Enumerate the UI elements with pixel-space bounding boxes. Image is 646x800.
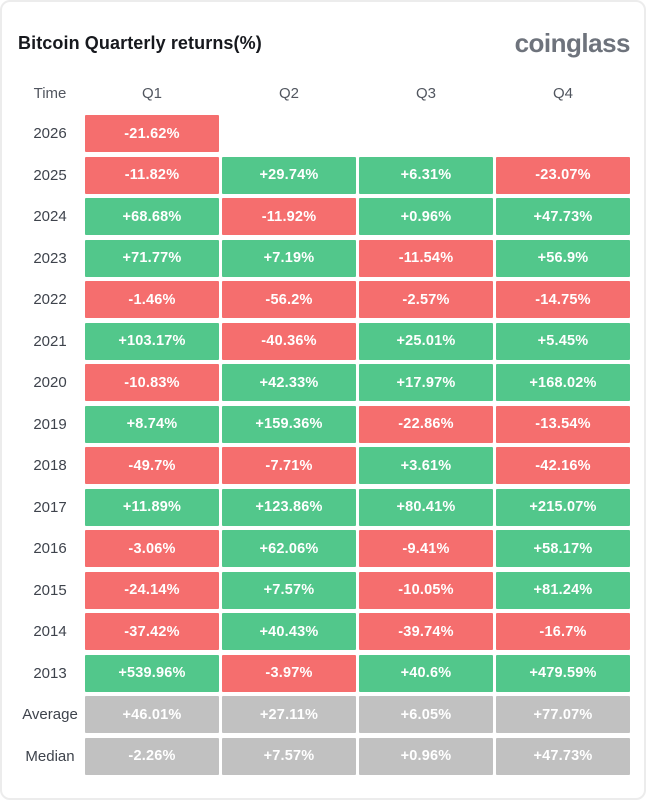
row-label: 2017 — [33, 498, 67, 516]
return-cell: +47.73% — [496, 198, 630, 235]
return-cell: -22.86% — [359, 405, 493, 443]
return-cell: -49.7% — [85, 447, 219, 484]
row-label: 2024 — [33, 208, 67, 225]
return-cell: -11.92% — [222, 198, 356, 235]
row-label: 2020 — [33, 374, 67, 391]
card-header: Bitcoin Quarterly returns(%) coinglass — [2, 2, 644, 59]
return-cell: +56.9% — [496, 239, 630, 277]
return-cell: +6.31% — [359, 156, 493, 194]
return-cell: -11.54% — [359, 239, 493, 277]
return-cell: +62.06% — [222, 530, 356, 567]
return-cell: -2.26% — [85, 737, 219, 775]
row-label: 2015 — [33, 581, 67, 599]
return-cell: +68.68% — [85, 198, 219, 235]
return-cell: -1.46% — [85, 281, 219, 318]
return-cell: -39.74% — [359, 613, 493, 650]
return-cell: -23.07% — [496, 156, 630, 194]
row-label: Median — [25, 747, 75, 765]
return-cell: +7.57% — [222, 571, 356, 609]
return-cell: +5.45% — [496, 322, 630, 360]
column-header-q1: Q1 — [141, 85, 162, 102]
return-cell: +6.05% — [359, 696, 493, 733]
row-label: 2022 — [33, 291, 67, 308]
return-cell: -3.97% — [222, 654, 356, 692]
page-title: Bitcoin Quarterly returns(%) — [18, 33, 262, 53]
return-cell: +0.96% — [359, 198, 493, 235]
column-header-q2: Q2 — [278, 85, 299, 102]
return-cell: -40.36% — [222, 322, 356, 360]
row-label: Average — [22, 706, 78, 723]
return-cell: -14.75% — [496, 281, 630, 318]
coinglass-logo[interactable]: coinglass — [514, 28, 631, 58]
return-cell: +80.41% — [359, 488, 493, 526]
empty-cell — [496, 115, 630, 152]
return-cell: +17.97% — [359, 364, 493, 401]
return-cell: +27.11% — [222, 696, 356, 733]
return-cell: +81.24% — [496, 571, 630, 609]
row-label: 2021 — [33, 332, 67, 350]
return-cell: -2.57% — [359, 281, 493, 318]
return-cell: +71.77% — [85, 239, 219, 277]
return-cell: +77.07% — [496, 696, 630, 733]
column-header-row: Time Q1 Q2 Q3 Q4 — [18, 85, 630, 102]
return-cell: +58.17% — [496, 530, 630, 567]
column-header-q4: Q4 — [552, 85, 573, 102]
empty-cell — [359, 115, 493, 152]
return-cell: -13.54% — [496, 405, 630, 443]
return-cell: +215.07% — [496, 488, 630, 526]
return-cell: +479.59% — [496, 654, 630, 692]
return-cell: +11.89% — [85, 488, 219, 526]
return-cell: +168.02% — [496, 364, 630, 401]
return-cell: +25.01% — [359, 322, 493, 360]
return-cell: +123.86% — [222, 488, 356, 526]
return-cell: +40.6% — [359, 654, 493, 692]
empty-cell — [222, 115, 356, 152]
return-cell: -56.2% — [222, 281, 356, 318]
return-cell: +47.73% — [496, 737, 630, 775]
return-cell: +103.17% — [85, 322, 219, 360]
return-cell: -7.71% — [222, 447, 356, 484]
return-cell: -21.62% — [85, 115, 219, 152]
return-cell: +7.57% — [222, 737, 356, 775]
return-cell: +7.19% — [222, 239, 356, 277]
return-cell: +3.61% — [359, 447, 493, 484]
return-cell: -11.82% — [85, 156, 219, 194]
return-cell: +42.33% — [222, 364, 356, 401]
row-label: 2014 — [33, 623, 67, 640]
row-label: 2016 — [33, 540, 67, 557]
row-label: 2025 — [33, 166, 67, 184]
return-cell: +46.01% — [85, 696, 219, 733]
return-cell: +539.96% — [85, 654, 219, 692]
return-cell: -24.14% — [85, 571, 219, 609]
row-label: 2018 — [33, 457, 67, 474]
column-header-time: Time — [33, 85, 67, 102]
return-cell: +0.96% — [359, 737, 493, 775]
return-cell: -9.41% — [359, 530, 493, 567]
return-cell: -10.83% — [85, 364, 219, 401]
return-cell: -10.05% — [359, 571, 493, 609]
column-header-q3: Q3 — [415, 85, 436, 102]
return-cell: -3.06% — [85, 530, 219, 567]
row-label: 2026 — [33, 125, 67, 142]
return-cell: +40.43% — [222, 613, 356, 650]
row-label: 2019 — [33, 415, 67, 433]
return-cell: -42.16% — [496, 447, 630, 484]
return-cell: +29.74% — [222, 156, 356, 194]
row-label: 2023 — [33, 249, 67, 267]
return-cell: +8.74% — [85, 405, 219, 443]
return-cell: -16.7% — [496, 613, 630, 650]
return-cell: +159.36% — [222, 405, 356, 443]
returns-grid: 2026 -21.62% 2025 -11.82% +29.74% +6.31% -23.0… — [18, 115, 630, 775]
return-cell: -37.42% — [85, 613, 219, 650]
row-label: 2013 — [33, 664, 67, 682]
